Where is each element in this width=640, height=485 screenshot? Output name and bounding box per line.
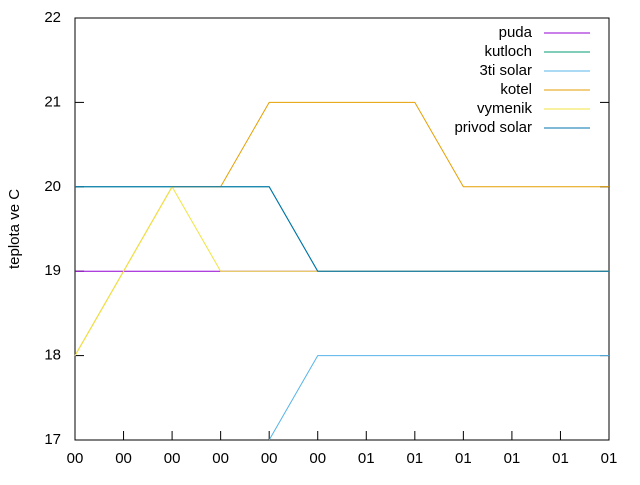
y-tick-label: 18	[44, 347, 61, 364]
x-tick-label: 01	[455, 450, 472, 467]
legend-label: puda	[499, 24, 533, 41]
plot-frame	[74, 17, 610, 441]
x-tick-label: 00	[67, 450, 84, 467]
x-tick-label: 01	[406, 450, 423, 467]
series-line	[74, 101, 609, 356]
series-line	[75, 186, 609, 272]
x-tick-label: 00	[261, 450, 278, 467]
series-line	[268, 355, 609, 441]
x-tick-label: 00	[309, 450, 326, 467]
x-tick-label: 01	[504, 450, 521, 467]
x-tick-label: 01	[601, 450, 618, 467]
y-axis-label: teplota ve C	[6, 189, 23, 269]
legend-label: privod solar	[454, 119, 532, 136]
y-tick-label: 17	[44, 431, 61, 448]
legend-label: 3ti solar	[479, 62, 532, 79]
x-tick-label: 01	[552, 450, 569, 467]
series-line	[75, 186, 609, 272]
x-tick-label: 00	[115, 450, 132, 467]
legend-label: kutloch	[484, 43, 532, 60]
y-tick-label: 22	[44, 9, 61, 26]
legend-label: kotel	[500, 81, 532, 98]
x-tick-label: 01	[358, 450, 375, 467]
x-tick-label: 00	[164, 450, 181, 467]
legend-label: vymenik	[477, 100, 533, 117]
y-tick-label: 21	[44, 93, 61, 110]
y-tick-label: 20	[44, 178, 61, 195]
x-tick-label: 00	[212, 450, 229, 467]
y-tick-label: 19	[44, 262, 61, 279]
